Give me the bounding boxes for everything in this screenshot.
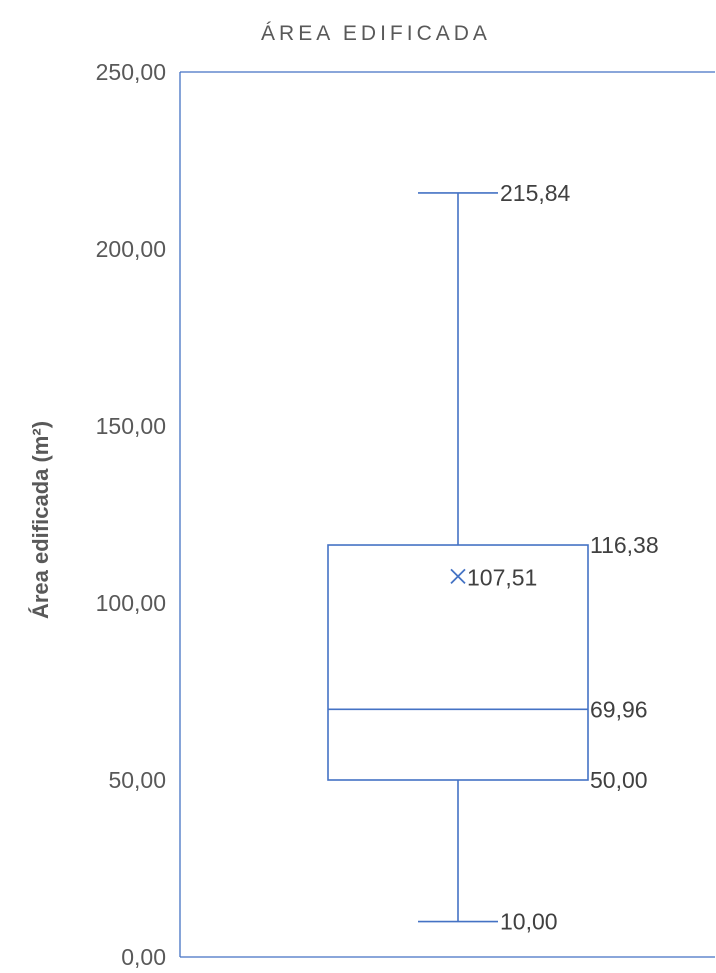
q1-label: 50,00 xyxy=(590,767,648,793)
max-label: 215,84 xyxy=(500,180,571,206)
q3-label: 116,38 xyxy=(590,532,659,558)
mean-marker-stroke-b xyxy=(450,568,466,585)
mean-label: 107,51 xyxy=(467,564,537,590)
chart-title: ÁREA EDIFICADA xyxy=(261,22,491,45)
y-tick-label: 200,00 xyxy=(96,236,166,262)
y-axis-label: Área edificada (m²) xyxy=(28,421,53,619)
y-tick-label: 250,00 xyxy=(96,59,166,85)
min-label: 10,00 xyxy=(500,909,558,935)
y-axis-ticks: 0,00 50,00 100,00 150,00 200,00 250,00 xyxy=(96,59,166,970)
y-tick-label: 0,00 xyxy=(121,944,166,970)
y-tick-label: 100,00 xyxy=(96,590,166,616)
iqr-box xyxy=(327,544,589,781)
plot-frame xyxy=(179,71,715,958)
y-tick-label: 150,00 xyxy=(96,413,166,439)
box-plot xyxy=(327,192,589,923)
data-labels: 215,84 116,38 107,51 69,96 50,00 10,00 xyxy=(467,180,659,935)
median-label: 69,96 xyxy=(590,696,648,722)
y-tick-label: 50,00 xyxy=(108,767,166,793)
